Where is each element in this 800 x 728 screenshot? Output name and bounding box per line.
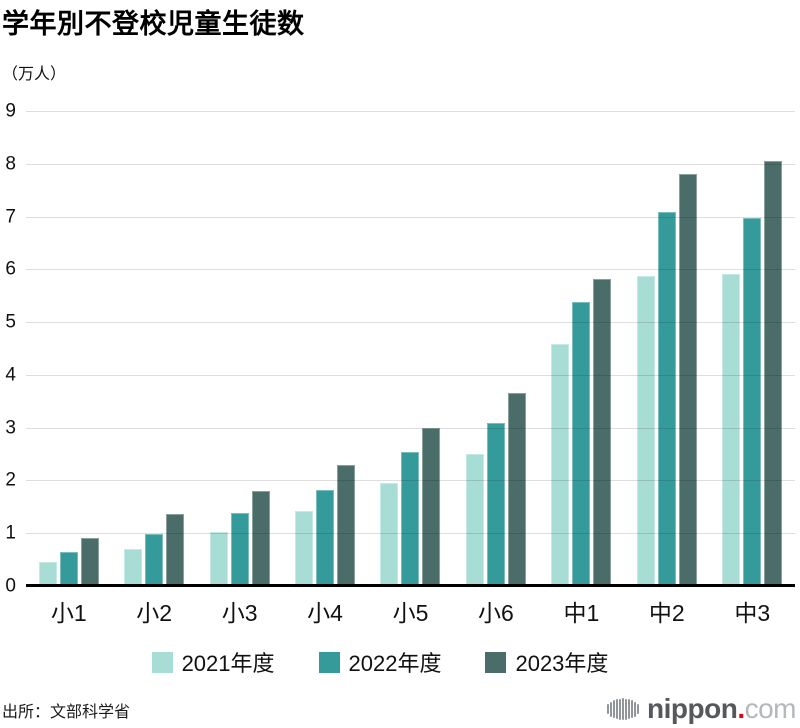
bar-中3-2021年度 <box>722 274 741 586</box>
y-tick-label: 4 <box>5 364 16 386</box>
bar-小2-2023年度 <box>166 513 185 586</box>
legend: 2021年度 2022年度 2023年度 <box>0 646 760 678</box>
bar-小1-2021年度 <box>38 562 57 586</box>
bar-group-小6 <box>453 111 538 586</box>
bar-中3-2023年度 <box>764 161 783 586</box>
bar-中2-2021年度 <box>636 275 655 586</box>
soundwave-sphere-icon <box>607 696 640 722</box>
nippon-com-logo: nippon.com <box>607 693 800 724</box>
y-tick-label: 7 <box>5 206 16 228</box>
bar-小1-2022年度 <box>59 552 78 586</box>
y-tick-label: 6 <box>5 258 16 280</box>
legend-label: 2022年度 <box>348 651 442 676</box>
bar-中1-2021年度 <box>551 344 570 586</box>
bar-小4-2023年度 <box>337 465 356 586</box>
bar-小2-2021年度 <box>124 548 143 586</box>
bar-中1-2022年度 <box>572 301 591 586</box>
bar-小6-2022年度 <box>486 423 505 586</box>
bar-小5-2022年度 <box>401 452 420 586</box>
bar-group-小1 <box>26 111 111 586</box>
bar-group-小3 <box>197 111 282 586</box>
bar-group-小5 <box>368 111 453 586</box>
x-tick-label-中1: 中1 <box>563 600 600 626</box>
bar-中2-2023年度 <box>678 174 697 586</box>
y-tick-label: 5 <box>5 311 16 333</box>
y-tick-label: 9 <box>5 100 16 122</box>
x-axis-line <box>26 584 795 587</box>
bar-中3-2022年度 <box>743 218 762 586</box>
x-tick-label-小1: 小1 <box>50 600 87 626</box>
bar-group-中3 <box>710 111 795 586</box>
bar-小3-2021年度 <box>209 531 228 586</box>
legend-swatch <box>485 651 507 673</box>
bar-中2-2022年度 <box>657 212 676 586</box>
footer: 出所：文部科学省 nippon.com <box>0 693 800 724</box>
x-tick-label-小4: 小4 <box>307 600 343 626</box>
legend-label: 2023年度 <box>515 651 609 676</box>
bar-group-中2 <box>624 111 709 586</box>
logo-tld: com <box>744 693 797 724</box>
x-axis-category-labels: 小1 小2 小3 小4 小5 小6 中1 中2 中3 <box>26 594 795 628</box>
legend-item-2022年度: 2022年度 <box>318 646 442 678</box>
bar-series-container <box>26 111 795 586</box>
bar-中1-2023年度 <box>593 279 612 586</box>
bar-小5-2021年度 <box>380 482 399 586</box>
page-title: 学年別不登校児童生徒数 <box>2 9 305 39</box>
legend-item-2021年度: 2021年度 <box>151 646 275 678</box>
plot-area <box>26 111 795 587</box>
y-tick-label: 8 <box>5 153 16 175</box>
x-tick-label-小5: 小5 <box>392 600 429 626</box>
bar-小6-2021年度 <box>465 454 484 586</box>
bar-小4-2022年度 <box>316 489 335 586</box>
logo-name: nippon <box>647 693 738 724</box>
legend-item-2023年度: 2023年度 <box>485 646 608 678</box>
y-tick-label: 3 <box>5 417 16 439</box>
bar-小5-2023年度 <box>422 427 441 586</box>
y-tick-label: 1 <box>5 522 16 544</box>
legend-swatch <box>318 651 340 673</box>
bar-group-小2 <box>111 111 196 586</box>
y-axis-unit-label: （万人） <box>2 66 67 83</box>
bar-chart: 0 1 2 3 4 5 6 7 8 9 <box>0 102 800 596</box>
y-axis-tick-labels: 0 1 2 3 4 5 6 7 8 9 <box>0 102 16 596</box>
y-tick-label: 0 <box>5 575 16 597</box>
bar-小3-2023年度 <box>251 491 270 586</box>
bar-group-中1 <box>539 111 624 586</box>
x-tick-label-小2: 小2 <box>136 600 173 626</box>
logo-dot: . <box>737 693 745 724</box>
source-note: 出所：文部科学省 <box>2 704 131 721</box>
legend-swatch <box>151 651 173 673</box>
bar-小4-2021年度 <box>295 510 314 586</box>
legend-label: 2021年度 <box>181 651 275 676</box>
x-tick-label-中3: 中3 <box>734 600 771 626</box>
x-tick-label-小6: 小6 <box>478 600 514 626</box>
bar-小1-2023年度 <box>80 537 99 586</box>
bar-小2-2022年度 <box>145 533 164 586</box>
x-tick-label-中2: 中2 <box>648 600 685 626</box>
y-tick-label: 2 <box>5 469 16 491</box>
x-tick-label-小3: 小3 <box>221 600 258 626</box>
bar-group-小4 <box>282 111 367 586</box>
logo-wordmark: nippon.com <box>647 693 797 724</box>
bar-小3-2022年度 <box>230 512 249 586</box>
bar-小6-2023年度 <box>507 393 526 586</box>
